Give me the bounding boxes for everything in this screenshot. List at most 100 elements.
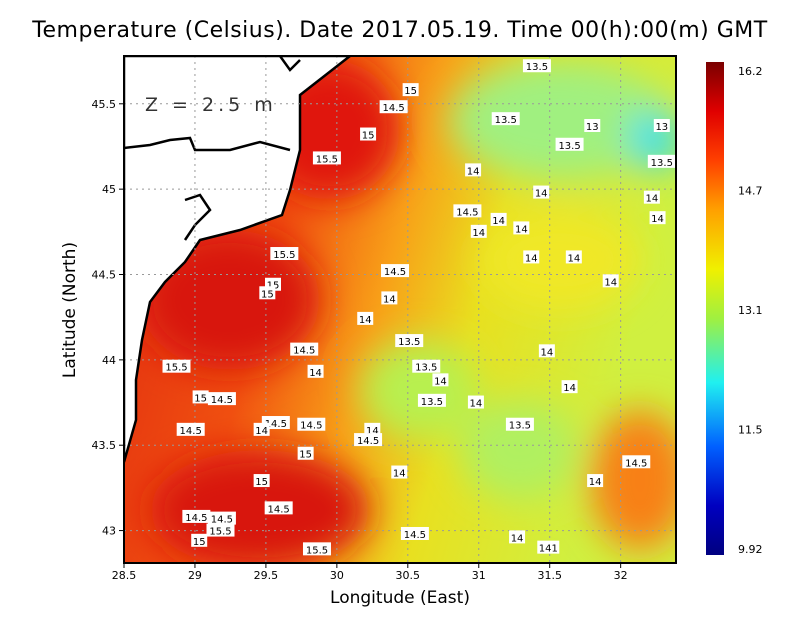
- contour-label: 14.5: [211, 395, 233, 406]
- contour-label-box: [391, 465, 408, 479]
- contour-label-box: [162, 359, 191, 373]
- contour-label: 14: [359, 315, 372, 326]
- contour-label: 14.5: [625, 458, 647, 469]
- contour-label: 14: [651, 214, 664, 225]
- contour-label-box: [467, 395, 484, 409]
- x-tick-label: 30: [330, 569, 344, 582]
- depth-annotation: Z = 2.5 m: [145, 94, 277, 116]
- contour-label-box: [432, 373, 449, 387]
- contour-label-box: [360, 127, 377, 141]
- x-tick-label: 29: [188, 569, 202, 582]
- contour-label: 14: [535, 189, 548, 200]
- contour-label: 14.5: [404, 530, 426, 541]
- contour-label: 14: [525, 253, 538, 264]
- colorbar: [706, 62, 724, 555]
- contour-label-box: [490, 212, 507, 226]
- temperature-field: [124, 56, 676, 563]
- contour-label-box: [522, 59, 551, 73]
- contour-label-box: [465, 163, 482, 177]
- contour-label-box: [176, 422, 205, 436]
- contour-label-box: [491, 112, 520, 126]
- contour-label-box: [565, 250, 582, 264]
- contour-label-box: [538, 344, 555, 358]
- contour-label-box: [509, 530, 526, 544]
- contour-label: 14.5: [456, 207, 478, 218]
- contour-label: 15: [261, 289, 274, 300]
- contour-label-box: [643, 190, 660, 204]
- contour-label-box: [537, 540, 560, 554]
- contour-label-box: [191, 533, 208, 547]
- land-mask: [124, 56, 353, 463]
- contour-label-box: [297, 446, 314, 460]
- contour-label-box: [192, 390, 209, 404]
- colorbar-label: 11.5: [738, 424, 763, 437]
- colorbar-label: 13.1: [738, 304, 763, 317]
- contour-label: 13: [586, 122, 599, 133]
- contour-label: 14.5: [357, 436, 379, 447]
- contour-label-box: [307, 364, 324, 378]
- contour-label: 14.5: [268, 504, 290, 515]
- contour-label-box: [587, 474, 604, 488]
- contour-label: 15.5: [209, 527, 231, 538]
- contour-label-box: [395, 334, 424, 348]
- contour-label-box: [182, 509, 211, 523]
- contour-label: 14: [470, 399, 483, 410]
- contour-label: 13.5: [398, 337, 420, 348]
- contour-label: 14: [511, 533, 524, 544]
- contour-label-box: [259, 286, 276, 300]
- contour-label: 15.5: [316, 154, 338, 165]
- contour-label-box: [379, 100, 408, 114]
- contour-label: 13.5: [495, 115, 517, 126]
- contour-label-box: [206, 523, 235, 537]
- contour-label-box: [555, 137, 584, 151]
- contour-label: 14: [467, 166, 480, 177]
- contour-label: 14.5: [382, 103, 404, 114]
- contour-label: 14: [646, 194, 659, 205]
- inland-border: [124, 56, 301, 241]
- contour-label: 15: [194, 393, 207, 404]
- contour-label: 13.5: [415, 363, 437, 374]
- contour-label: 13.5: [558, 141, 580, 152]
- contour-label: 14.5: [300, 421, 322, 432]
- x-tick-label: 31.5: [537, 569, 562, 582]
- contour-label: 14: [541, 347, 554, 358]
- x-tick-label: 30.5: [396, 569, 421, 582]
- contour-label: 14.5: [293, 346, 315, 357]
- contour-label: 14.5: [185, 513, 207, 524]
- contour-label: 14: [604, 277, 617, 288]
- x-tick-label: 32: [614, 569, 628, 582]
- contour-label-box: [364, 422, 381, 436]
- contour-label: 15: [299, 450, 312, 461]
- contour-label-box: [253, 474, 270, 488]
- colorbar-label: 16.2: [738, 65, 763, 78]
- contour-label: 15: [404, 86, 417, 97]
- contour-label: 14: [563, 383, 576, 394]
- contour-label-box: [653, 118, 670, 132]
- contour-label-box: [402, 83, 419, 97]
- contour-label: 14.5: [180, 426, 202, 437]
- contour-label: 14: [383, 294, 396, 305]
- contour-label: 14: [255, 426, 268, 437]
- contour-label: 14: [567, 253, 580, 264]
- contour-label: 15: [193, 537, 206, 548]
- contour-label: 15.5: [306, 545, 328, 556]
- contour-label: 14.5: [384, 267, 406, 278]
- contour-label: 14: [393, 469, 406, 480]
- contour-label: 13: [655, 122, 668, 133]
- axis-ticks: 28.5 29 29.5 30 30.5 31 31.5 32 43 43.5 44 44.5 45 45…: [92, 98, 628, 582]
- contour-label: 14: [492, 216, 505, 227]
- contour-label-box: [584, 118, 601, 132]
- contour-label: 13.5: [526, 62, 548, 73]
- contour-label: 13.5: [421, 397, 443, 408]
- x-tick-label: 31: [472, 569, 486, 582]
- contour-label: 13.5: [509, 421, 531, 432]
- contour-label: 14: [472, 228, 485, 239]
- contour-label-box: [453, 204, 482, 218]
- y-tick-label: 44: [102, 354, 116, 367]
- contour-label-box: [312, 151, 341, 165]
- colorbar-labels: 16.2 14.7 13.1 11.5 9.92: [738, 65, 763, 556]
- contour-label-box: [622, 455, 651, 469]
- contour-label-box: [523, 250, 540, 264]
- contour-label: 15.5: [273, 250, 295, 261]
